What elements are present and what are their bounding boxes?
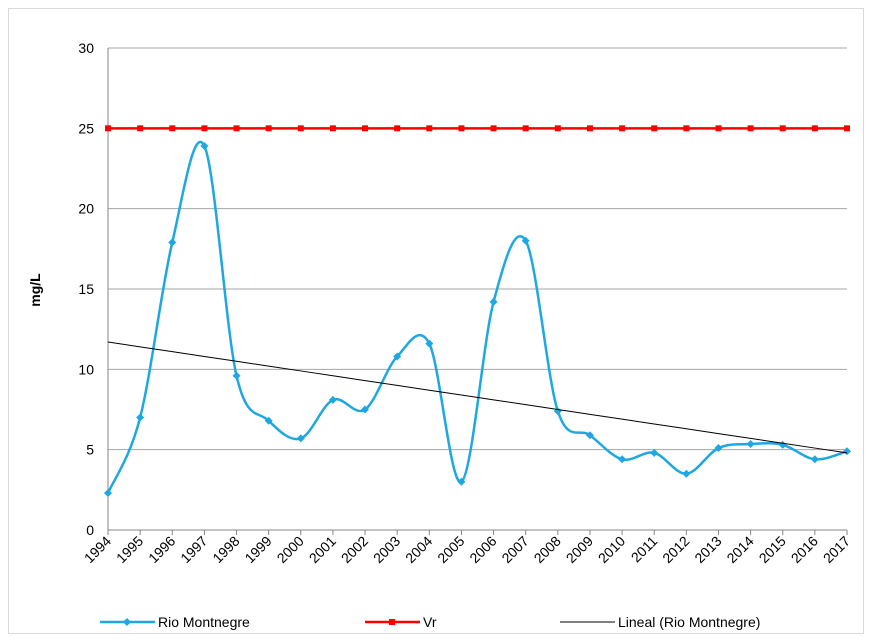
legend-marker bbox=[123, 618, 131, 626]
point-marker bbox=[232, 371, 241, 380]
series-line bbox=[107, 341, 848, 454]
point-marker bbox=[586, 125, 593, 132]
point-marker bbox=[747, 125, 754, 132]
point-marker bbox=[233, 125, 240, 132]
point-marker bbox=[393, 352, 402, 361]
point-marker bbox=[810, 455, 819, 464]
point-marker bbox=[522, 125, 529, 132]
y-tick-label: 5 bbox=[86, 442, 94, 458]
point-marker bbox=[521, 236, 530, 245]
y-tick-label: 10 bbox=[78, 361, 94, 377]
chart-frame bbox=[8, 8, 864, 634]
point-marker bbox=[328, 395, 337, 404]
y-tick-label: 0 bbox=[86, 522, 94, 538]
point-marker bbox=[651, 125, 658, 132]
point-marker bbox=[490, 125, 497, 132]
y-axis-label: mg/L bbox=[27, 273, 43, 307]
point-marker bbox=[426, 125, 433, 132]
point-marker bbox=[136, 413, 145, 422]
point-marker bbox=[458, 125, 465, 132]
point-marker bbox=[619, 125, 626, 132]
point-marker bbox=[297, 125, 304, 132]
point-marker bbox=[329, 125, 336, 132]
point-marker bbox=[201, 125, 208, 132]
point-marker bbox=[489, 297, 498, 306]
point-marker bbox=[554, 125, 561, 132]
point-marker bbox=[200, 142, 209, 151]
point-marker bbox=[618, 455, 627, 464]
point-marker bbox=[811, 125, 818, 132]
point-marker bbox=[779, 125, 786, 132]
point-marker bbox=[843, 447, 851, 456]
y-tick-label: 15 bbox=[78, 281, 94, 297]
point-marker bbox=[585, 431, 594, 440]
legend-label: Lineal (Rio Montnegre) bbox=[618, 614, 760, 630]
y-tick-label: 25 bbox=[78, 120, 94, 136]
point-marker bbox=[169, 125, 176, 132]
point-marker bbox=[457, 477, 466, 486]
legend-marker bbox=[389, 619, 395, 625]
point-marker bbox=[296, 434, 305, 443]
point-marker bbox=[104, 489, 112, 498]
point-marker bbox=[362, 125, 369, 132]
point-marker bbox=[361, 405, 370, 414]
point-marker bbox=[105, 125, 111, 132]
point-marker bbox=[682, 469, 691, 478]
y-tick-label: 20 bbox=[78, 201, 94, 217]
point-marker bbox=[264, 416, 273, 425]
point-marker bbox=[683, 125, 690, 132]
point-marker bbox=[168, 238, 177, 247]
legend-label: Vr bbox=[423, 614, 437, 630]
point-marker bbox=[265, 125, 272, 132]
point-marker bbox=[650, 448, 659, 457]
point-marker bbox=[394, 125, 401, 132]
legend-label: Rio Montnegre bbox=[158, 614, 250, 630]
y-tick-label: 30 bbox=[78, 40, 94, 56]
point-marker bbox=[137, 125, 144, 132]
point-marker bbox=[715, 125, 722, 132]
point-marker bbox=[425, 339, 434, 348]
point-marker bbox=[714, 444, 723, 453]
point-marker bbox=[746, 440, 755, 449]
point-marker bbox=[844, 125, 850, 132]
